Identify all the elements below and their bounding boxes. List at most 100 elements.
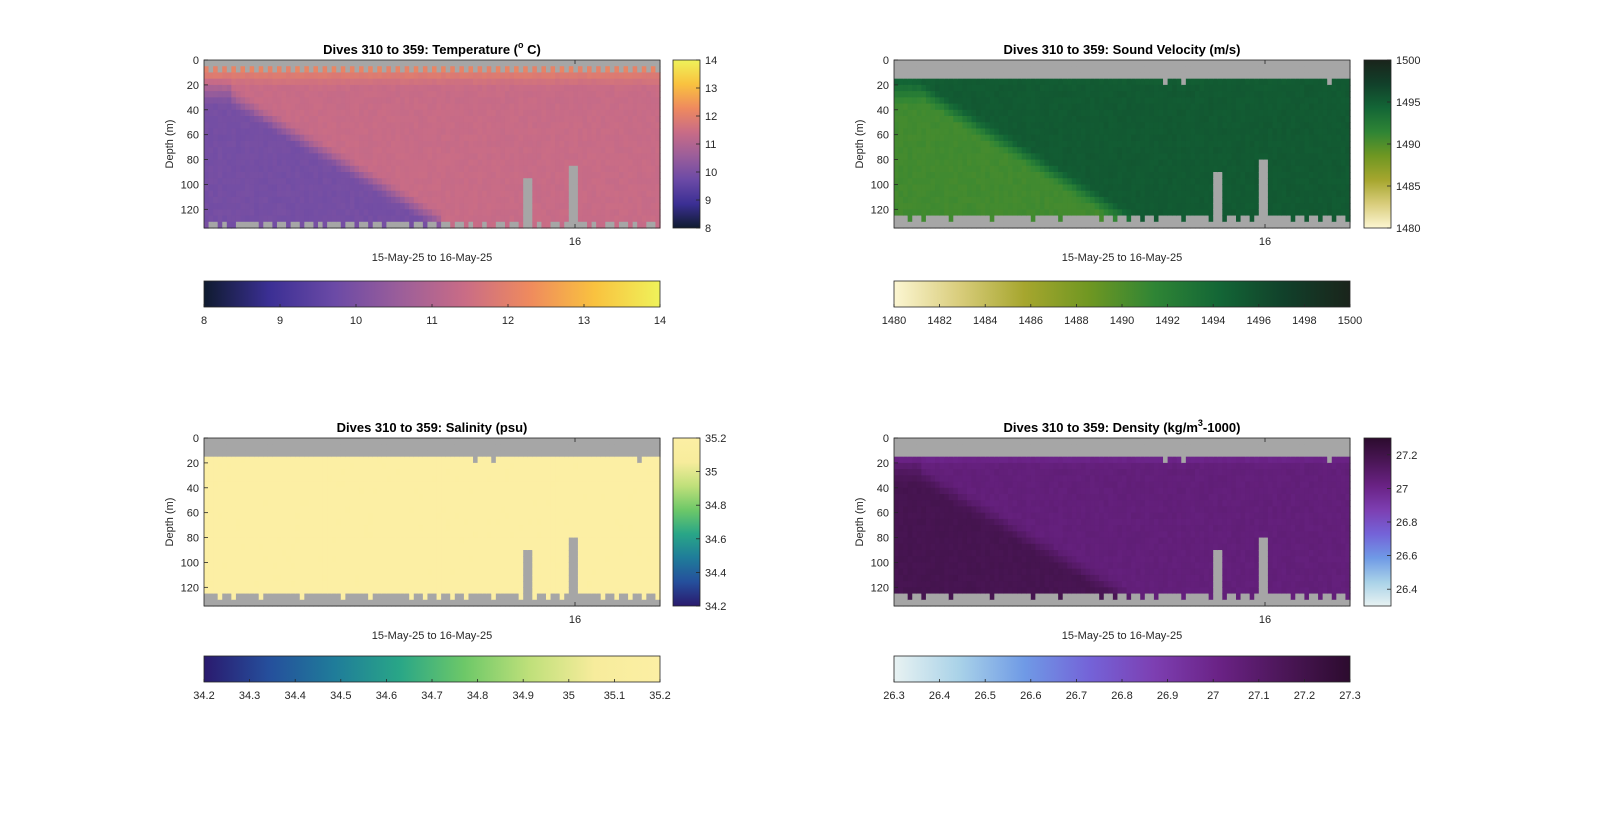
- heatmap-cell: [1153, 221, 1160, 229]
- heatmap-cell: [980, 128, 986, 136]
- heatmap-cell: [290, 165, 296, 173]
- heatmap-cell: [985, 190, 991, 198]
- heatmap-cell: [628, 221, 634, 229]
- heatmap-cell: [1176, 172, 1182, 179]
- heatmap-cell: [1172, 203, 1178, 210]
- heatmap-cell: [994, 78, 1000, 86]
- heatmap-cell: [546, 66, 552, 74]
- heatmap-cell: [1263, 203, 1269, 210]
- heatmap-cell: [1190, 66, 1196, 74]
- heatmap-cell: [473, 103, 479, 111]
- heatmap-cell: [1176, 147, 1182, 154]
- heatmap-cell: [386, 159, 392, 167]
- heatmap-cell: [1003, 60, 1009, 67]
- heatmap-cell: [363, 184, 369, 192]
- heatmap-cell: [500, 91, 506, 98]
- heatmap-cell: [308, 159, 315, 167]
- heatmap-cell: [1008, 140, 1014, 148]
- heatmap-cell: [245, 209, 251, 217]
- heatmap-cell: [962, 209, 968, 217]
- heatmap-cell: [907, 209, 913, 217]
- heatmap-cell: [546, 196, 552, 204]
- heatmap-cell: [1017, 116, 1023, 123]
- heatmap-cell: [491, 84, 497, 92]
- heatmap-cell: [641, 116, 647, 123]
- heatmap-cell: [290, 196, 296, 204]
- heatmap-cell: [263, 91, 269, 98]
- heatmap-cell: [1258, 184, 1264, 192]
- heatmap-cell: [550, 221, 556, 229]
- heatmap-cell: [907, 97, 913, 105]
- heatmap-cell: [577, 103, 584, 111]
- heatmap-cell: [532, 128, 538, 136]
- heatmap-cell: [944, 116, 950, 123]
- heatmap-cell: [518, 153, 524, 161]
- heatmap-cell: [564, 153, 570, 161]
- heatmap-cell: [527, 72, 533, 80]
- heatmap-cell: [504, 91, 511, 98]
- heatmap-cell: [582, 122, 588, 130]
- heatmap-cell: [331, 128, 337, 136]
- heatmap-cell: [395, 203, 401, 210]
- heatmap-cell: [1190, 116, 1196, 123]
- heatmap-cell: [894, 103, 900, 111]
- heatmap-cell: [916, 147, 922, 154]
- heatmap-cell: [1012, 134, 1018, 142]
- heatmap-cell: [546, 190, 552, 198]
- heatmap-cell: [509, 184, 515, 192]
- heatmap-cell: [1044, 153, 1050, 161]
- heatmap-cell: [587, 109, 593, 117]
- heatmap-cell: [258, 209, 264, 217]
- heatmap-cell: [582, 190, 588, 198]
- heatmap-cell: [1062, 109, 1068, 117]
- heatmap-cell: [650, 196, 657, 204]
- heatmap-cell: [500, 103, 506, 111]
- heatmap-cell: [1172, 128, 1178, 136]
- heatmap-cell: [939, 196, 945, 204]
- heatmap-cell: [1012, 84, 1018, 92]
- heatmap-cell: [427, 215, 433, 223]
- heatmap-cell: [1153, 134, 1160, 142]
- heatmap-cell: [1222, 178, 1228, 186]
- heatmap-cell: [217, 178, 223, 186]
- heatmap-cell: [404, 172, 410, 179]
- heatmap-cell: [222, 84, 228, 92]
- heatmap-cell: [327, 103, 333, 111]
- heatmap-cell: [349, 116, 356, 123]
- heatmap-cell: [1181, 97, 1187, 105]
- heatmap-cell: [436, 66, 442, 74]
- heatmap-cell: [1194, 147, 1201, 154]
- heatmap-cell: [1062, 203, 1068, 210]
- heatmap-cell: [409, 184, 415, 192]
- heatmap-cell: [509, 60, 515, 67]
- heatmap-cell: [894, 116, 900, 123]
- heatmap-cell: [1039, 209, 1046, 217]
- heatmap-cell: [377, 221, 383, 229]
- heatmap-cell: [577, 172, 584, 179]
- heatmap-cell: [295, 215, 301, 223]
- heatmap-cell: [240, 153, 246, 161]
- heatmap-cell: [432, 221, 438, 229]
- heatmap-cell: [646, 190, 652, 198]
- heatmap-cell: [903, 215, 909, 223]
- heatmap-cell: [459, 147, 465, 154]
- heatmap-cell: [409, 190, 415, 198]
- heatmap-cell: [1021, 84, 1027, 92]
- heatmap-cell: [1263, 103, 1269, 111]
- heatmap-cell: [976, 190, 982, 198]
- heatmap-cell: [916, 128, 922, 136]
- heatmap-cell: [618, 172, 625, 179]
- heatmap-cell: [432, 134, 438, 142]
- heatmap-cell: [618, 165, 625, 173]
- heatmap-cell: [1099, 134, 1105, 142]
- heatmap-cell: [637, 60, 643, 67]
- heatmap-cell: [336, 91, 342, 98]
- heatmap-cell: [386, 196, 392, 204]
- heatmap-cell: [1117, 84, 1123, 92]
- heatmap-cell: [418, 165, 424, 173]
- heatmap-cell: [1172, 159, 1178, 167]
- heatmap-cell: [368, 178, 374, 186]
- heatmap-cell: [231, 109, 237, 117]
- heatmap-cell: [1176, 84, 1182, 92]
- heatmap-cell: [564, 196, 570, 204]
